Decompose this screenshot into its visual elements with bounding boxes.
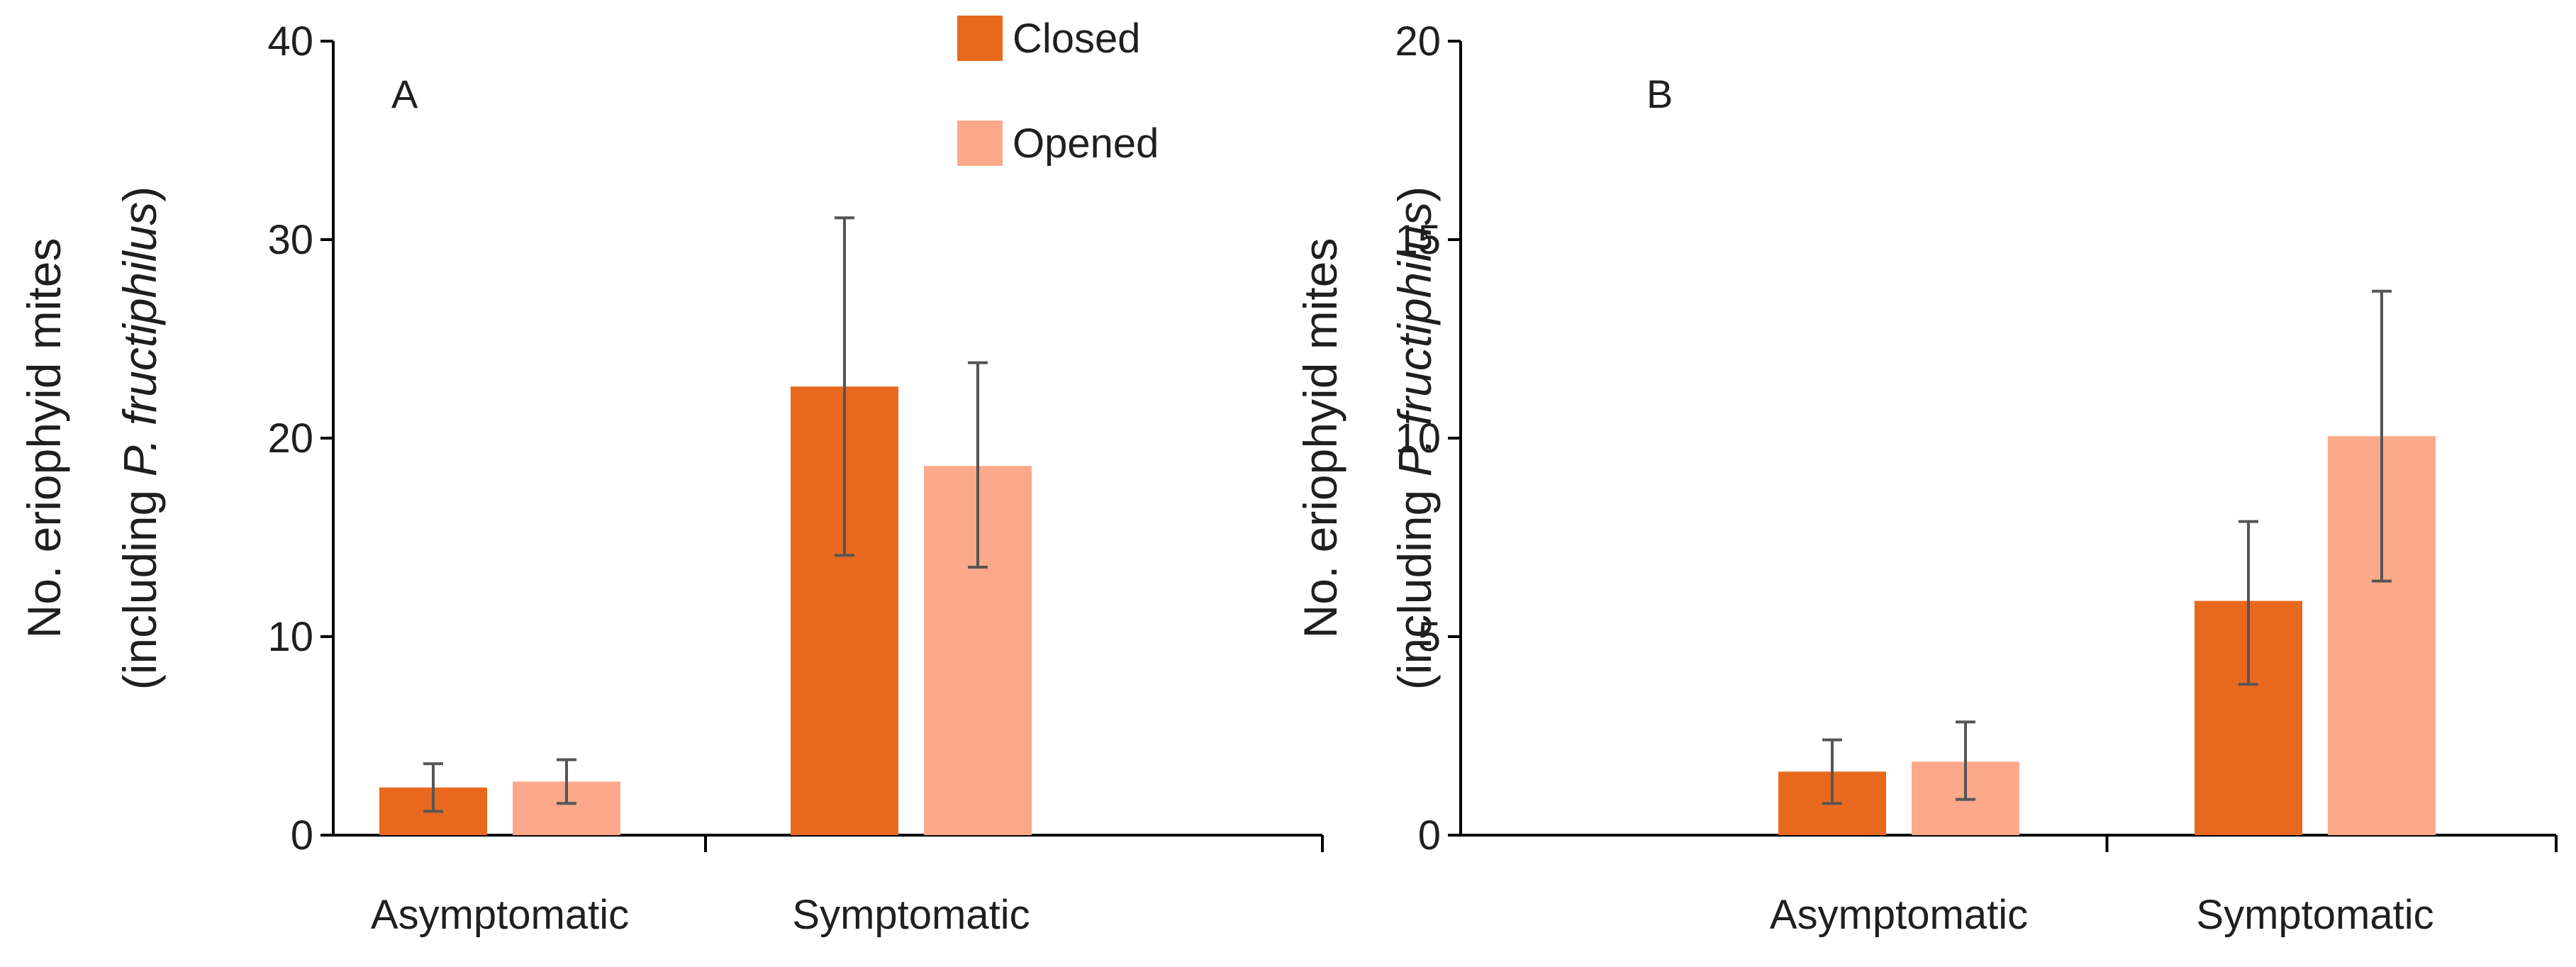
y-tick-label: 15 xyxy=(1395,217,1441,263)
y-tick-label: 0 xyxy=(291,812,313,859)
legend-swatch-closed xyxy=(957,16,1003,61)
x-category-label: Asymptomatic xyxy=(371,892,629,938)
panel-label: A xyxy=(391,72,418,116)
y-tick-label: 10 xyxy=(267,614,313,660)
y-axis-title-line1: No. eriophyid mites xyxy=(1294,238,1346,639)
y-axis-title-species: P. fructiphilus xyxy=(1388,202,1441,477)
y-tick-label: 0 xyxy=(1418,812,1441,859)
y-tick-label: 40 xyxy=(267,18,313,65)
y-tick-label: 20 xyxy=(1395,18,1441,65)
x-category-label: Symptomatic xyxy=(792,892,1030,938)
y-tick-label: 10 xyxy=(1395,415,1441,462)
panel-label: B xyxy=(1646,72,1673,116)
y-tick-label: 5 xyxy=(1418,614,1441,660)
y-axis-title-line1: No. eriophyid mites xyxy=(18,238,70,639)
chart-panel-b: 0 5 10 15 20 Asymptomatic Symptomatic B No. erio… xyxy=(1294,18,2558,938)
legend-label-opened: Opened xyxy=(1013,121,1159,167)
y-axis-title-line2: (including P. fructiphilus) xyxy=(1388,186,1441,690)
legend: Closed Opened xyxy=(957,16,1159,167)
y-axis-title-prefix: (including xyxy=(113,476,166,690)
y-tick-label: 20 xyxy=(267,415,313,462)
legend-swatch-opened xyxy=(957,121,1003,166)
chart-panel-a: 0 10 20 30 40 Asymptomatic Symptomatic A No. eri… xyxy=(18,16,1324,938)
y-axis-title-prefix: (including xyxy=(1388,476,1441,690)
y-axis-title-line2: (including P. fructiphilus) xyxy=(113,186,166,690)
y-axis-title-species: P. fructiphilus xyxy=(113,202,166,477)
y-axis-title-suffix: ) xyxy=(1388,186,1441,202)
y-axis-title-suffix: ) xyxy=(113,186,166,202)
x-category-label: Asymptomatic xyxy=(1770,892,2028,938)
y-tick-label: 30 xyxy=(267,217,313,263)
x-category-label: Symptomatic xyxy=(2196,892,2433,938)
legend-label-closed: Closed xyxy=(1013,16,1141,62)
